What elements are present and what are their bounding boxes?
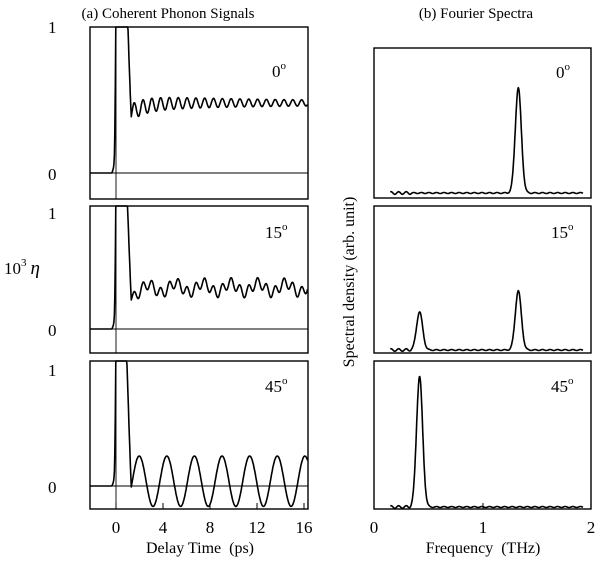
left-xtick-0: 0 <box>112 518 121 537</box>
right-ylabel: Spectral density (arb. unit) <box>341 197 358 368</box>
right-panel-0deg: 0o <box>373 47 592 199</box>
left-xtick-12: 12 <box>249 518 266 537</box>
panel-label-a1: 0o <box>272 60 287 81</box>
panel-label-b2: 15o <box>551 221 574 242</box>
right-xtick-2: 2 <box>587 518 596 537</box>
left-xlabel: Delay Time (ps) <box>146 540 254 557</box>
left-panel-45deg: 1 0 45o <box>48 360 309 510</box>
signal-trace-15deg <box>90 205 309 330</box>
right-panel-15deg: 15o <box>373 205 592 354</box>
left-ytick-0: 0 <box>48 165 57 184</box>
left-ytick-1: 1 <box>48 361 57 380</box>
panel-label-a3: 45o <box>265 375 288 396</box>
right-panel-45deg: 45o <box>373 360 592 510</box>
right-title: (b) Fourier Spectra <box>419 6 533 22</box>
right-xlabel: Frequency (THz) <box>426 540 541 557</box>
spectrum-trace-15deg <box>389 289 584 353</box>
left-xtick-8: 8 <box>206 518 215 537</box>
signal-trace-0deg <box>90 26 309 174</box>
left-title: (a) Coherent Phonon Signals <box>82 6 255 22</box>
left-ytick-1: 1 <box>48 204 57 223</box>
left-ylabel: 103 η <box>4 257 40 279</box>
panel-label-b3: 45o <box>551 375 574 396</box>
left-ytick-0: 0 <box>48 478 57 497</box>
spectrum-trace-45deg <box>389 375 584 510</box>
left-xtick-16: 16 <box>296 518 313 537</box>
right-xtick-1: 1 <box>479 518 488 537</box>
left-panel-15deg: 1 0 15o <box>48 204 309 354</box>
left-panel-0deg: 1 0 0o <box>48 18 309 200</box>
spectrum-trace-0deg <box>389 86 584 196</box>
panel-label-a2: 15o <box>265 221 288 242</box>
left-ytick-0: 0 <box>48 321 57 340</box>
left-x-axis: 0 4 8 12 16 Delay Time (ps) <box>112 503 313 557</box>
left-xtick-4: 4 <box>159 518 168 537</box>
right-xtick-0: 0 <box>370 518 379 537</box>
signal-trace-45deg <box>90 360 309 508</box>
right-x-axis: 0 1 2 Frequency (THz) <box>370 503 596 557</box>
left-ytick-1: 1 <box>48 18 57 37</box>
panel-label-b1: 0o <box>556 61 571 82</box>
